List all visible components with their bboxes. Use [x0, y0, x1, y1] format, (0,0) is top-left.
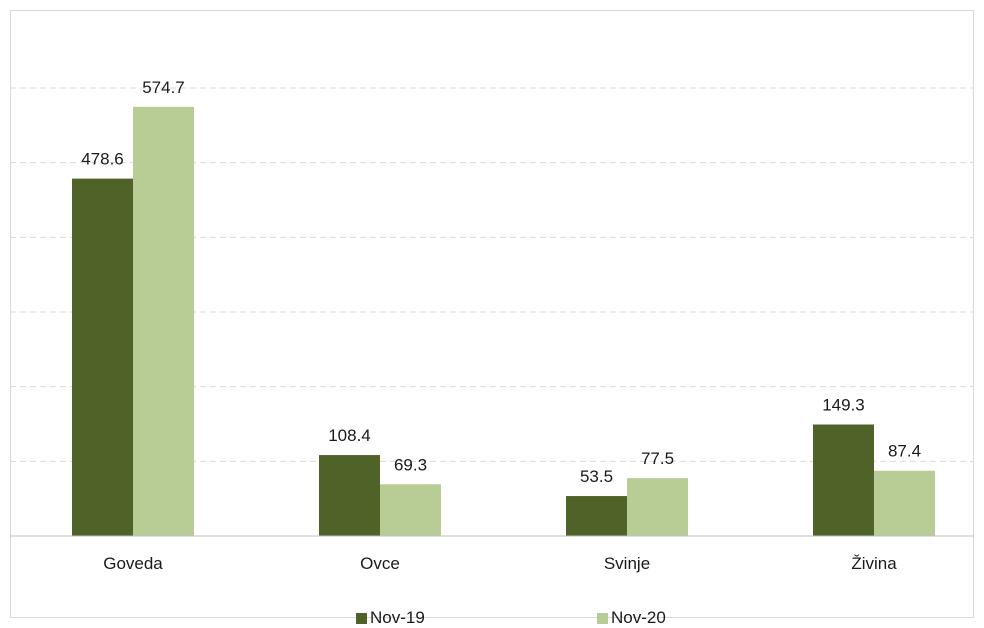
data-label: 478.6 — [81, 150, 124, 169]
data-label: 69.3 — [394, 455, 427, 474]
legend-item-nov-19: Nov-19 — [356, 608, 425, 628]
data-label: 53.5 — [580, 467, 613, 486]
category-label: Svinje — [604, 554, 650, 573]
data-label: 108.4 — [328, 426, 371, 445]
category-labels: Goveda Ovce Svinje Živina — [103, 554, 897, 573]
legend-label-nov-20: Nov-20 — [611, 608, 666, 627]
data-label: 574.7 — [142, 78, 185, 97]
bar-nov-19-2 — [566, 496, 627, 536]
bar-nov-20-1 — [380, 484, 441, 536]
data-label: 149.3 — [822, 396, 865, 415]
legend-item-nov-20: Nov-20 — [597, 608, 666, 628]
category-label: Ovce — [360, 554, 400, 573]
bar-nov-19-3 — [813, 424, 874, 536]
bar-nov-19-1 — [319, 455, 380, 536]
bars — [72, 106, 935, 536]
bar-nov-20-0 — [133, 106, 194, 536]
data-label: 77.5 — [641, 449, 674, 468]
category-label: Živina — [851, 554, 897, 573]
legend-label-nov-19: Nov-19 — [370, 608, 425, 627]
data-labels: 478.6 574.7 108.4 69.3 53.5 77.5 149.3 87.4 — [81, 78, 921, 486]
bar-nov-19-0 — [72, 178, 133, 536]
legend-swatch-nov-20 — [597, 612, 608, 624]
bar-nov-20-2 — [627, 478, 688, 536]
category-label: Goveda — [103, 554, 163, 573]
bar-nov-20-3 — [874, 470, 935, 536]
data-label: 87.4 — [888, 442, 921, 461]
legend-swatch-nov-19 — [356, 612, 367, 624]
